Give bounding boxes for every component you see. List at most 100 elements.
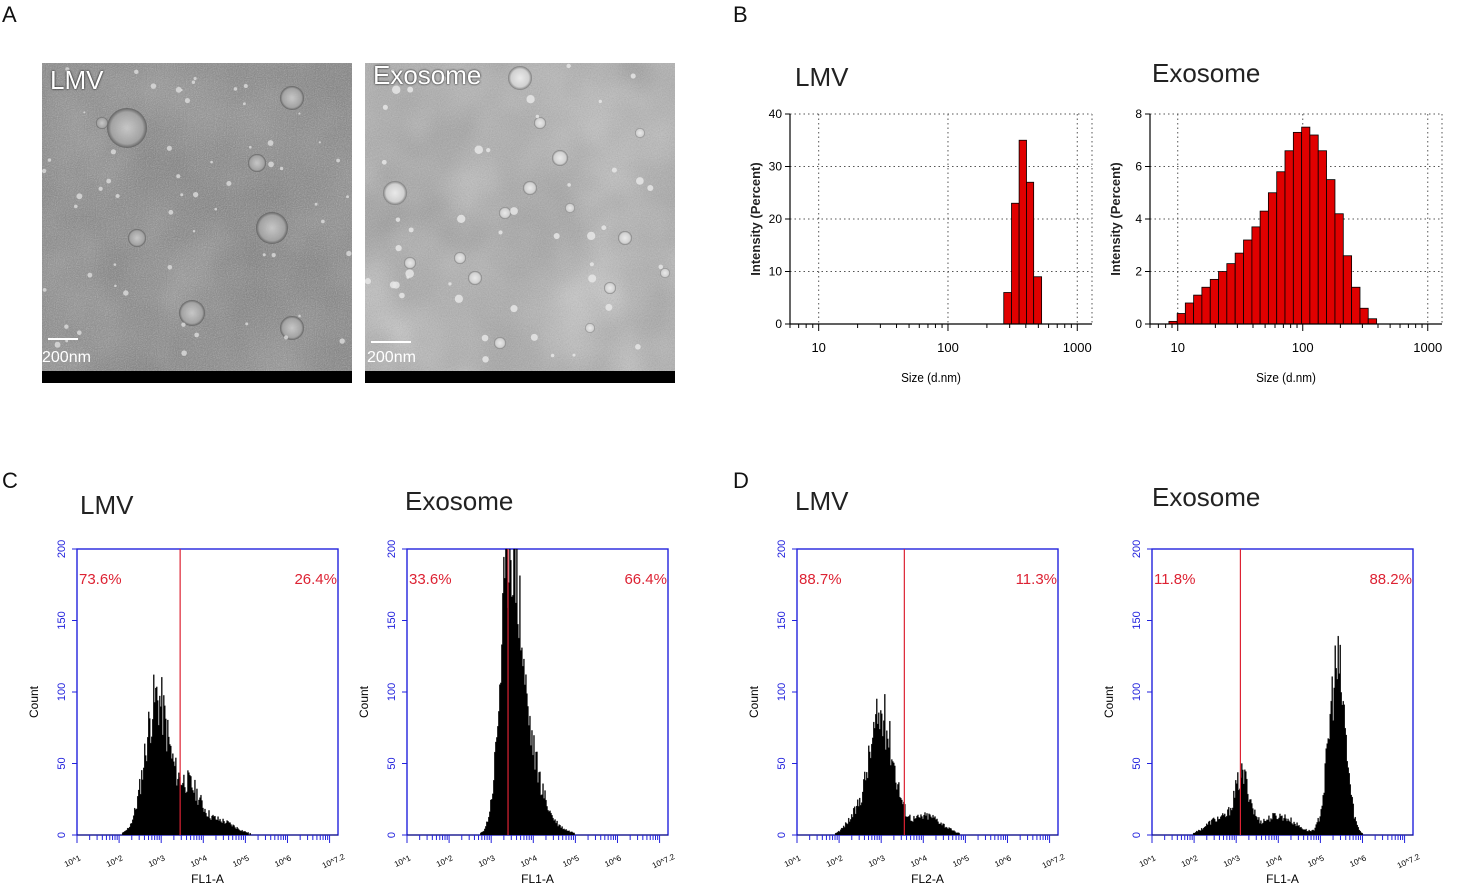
flow-c-lmv-x-tick-label-group: 10^2 bbox=[105, 853, 125, 869]
vesicle bbox=[468, 271, 482, 285]
particle bbox=[242, 102, 246, 106]
dls-lmv-y-tick-label: 20 bbox=[769, 212, 783, 226]
dls-exosome-y-tick-label: 2 bbox=[1135, 265, 1142, 279]
vesicle bbox=[179, 300, 205, 326]
dls-lmv-bar bbox=[1033, 276, 1043, 325]
flow-d-lmv-x-tick-label-group: 10^3 bbox=[867, 853, 887, 869]
particle bbox=[192, 230, 196, 233]
dls-exosome-bar bbox=[1234, 252, 1244, 325]
scale-bar-exosome bbox=[371, 341, 411, 343]
dls-exosome-bar bbox=[1243, 239, 1253, 325]
dls-exosome-bar bbox=[1326, 179, 1336, 325]
flow-d-exosome-frame bbox=[1151, 548, 1414, 836]
particle bbox=[226, 181, 232, 187]
particle bbox=[191, 80, 196, 84]
flow-c-exosome-x-label: FL1-A bbox=[521, 872, 554, 885]
flow-d-lmv-frame bbox=[796, 548, 1059, 836]
particle bbox=[647, 184, 654, 192]
particle bbox=[587, 231, 596, 241]
dls-exosome-y-tick-label: 6 bbox=[1135, 160, 1142, 174]
particle bbox=[176, 174, 181, 179]
flow-c-lmv-right-percent: 26.4% bbox=[294, 571, 337, 588]
dls-lmv-x-tick-label: 10 bbox=[811, 340, 825, 355]
particle bbox=[399, 292, 405, 299]
dls-exosome-bar bbox=[1209, 278, 1219, 325]
particle bbox=[406, 275, 410, 279]
particle bbox=[588, 274, 597, 283]
chart-title-dls-exosome: Exosome bbox=[1152, 58, 1261, 88]
flow-c-exosome-x-tick-label-group: 10^4 bbox=[519, 853, 539, 869]
dls-exosome-bar bbox=[1276, 171, 1286, 325]
particle bbox=[65, 339, 69, 343]
particle bbox=[214, 207, 218, 211]
particle bbox=[64, 324, 69, 329]
flow-c-lmv-y-tick-label: 0 bbox=[56, 832, 68, 838]
particle bbox=[448, 282, 452, 286]
particle bbox=[658, 264, 664, 270]
particle bbox=[150, 83, 157, 89]
flow-c-lmv-x-tick-label-group: 10^4 bbox=[189, 853, 209, 869]
vesicle bbox=[107, 108, 147, 148]
panel-letter-a: A bbox=[2, 2, 17, 27]
particle bbox=[283, 335, 289, 340]
particle bbox=[598, 99, 602, 104]
flow-c-exosome-y-label: Count bbox=[357, 685, 371, 718]
flow-c-lmv-frame bbox=[76, 548, 339, 836]
flow-d-lmv-x-tick-label-group: 10^7.2 bbox=[1041, 852, 1067, 870]
dls-exosome-bar bbox=[1176, 313, 1186, 325]
particle bbox=[390, 69, 395, 74]
dls-lmv-bar bbox=[1011, 202, 1020, 325]
flow-c-lmv-histogram bbox=[77, 674, 338, 836]
particle bbox=[486, 147, 491, 153]
dls-exosome-y-tick-label: 8 bbox=[1135, 107, 1142, 121]
dls-exosome-bar bbox=[1226, 263, 1236, 325]
vesicle bbox=[248, 154, 266, 172]
vesicle bbox=[494, 337, 506, 349]
vesicle bbox=[565, 203, 575, 213]
flow-d-exosome-left-percent: 11.8% bbox=[1154, 571, 1195, 588]
flow-c-lmv-x-tick-label: 10^3 bbox=[147, 853, 167, 869]
flow-d-exosome-histogram bbox=[1152, 635, 1413, 836]
particle bbox=[510, 207, 518, 215]
flow-d-lmv-y-tick-label: 100 bbox=[776, 683, 788, 701]
flow-c-lmv-left-percent: 73.6% bbox=[79, 571, 122, 588]
flow-d-lmv-y-label: Count bbox=[747, 685, 761, 718]
particle bbox=[98, 186, 103, 191]
panel-letter-c: C bbox=[2, 468, 18, 493]
em-image-exosome: Exosome 200nm bbox=[365, 63, 675, 383]
dls-exosome-x-label: Size (d.nm) bbox=[1256, 370, 1316, 385]
particle bbox=[440, 75, 447, 82]
vesicle bbox=[256, 212, 288, 244]
dls-exosome-y-tick-label: 0 bbox=[1135, 317, 1142, 331]
particle bbox=[65, 67, 70, 72]
vesicle bbox=[552, 150, 568, 166]
chart-title-dls-lmv: LMV bbox=[795, 62, 849, 92]
flow-chart-c-exosome: 33.6% 66.4% 0 50 100 150 200 Count 10^1 10^2 10^3 1… bbox=[357, 540, 677, 885]
flow-d-exosome-x-tick-label-group: 10^3 bbox=[1222, 853, 1242, 869]
particle bbox=[407, 86, 414, 93]
particle bbox=[382, 104, 388, 110]
particle bbox=[636, 177, 644, 185]
flow-d-exosome-y-tick-label: 0 bbox=[1131, 832, 1143, 838]
dls-lmv-bar bbox=[1026, 181, 1035, 325]
flow-d-lmv-x-tick-label-group: 10^2 bbox=[825, 853, 845, 869]
flow-d-lmv-x-tick-label: 10^7.2 bbox=[1041, 852, 1067, 870]
particle bbox=[267, 140, 274, 146]
em-texture-exosome bbox=[365, 63, 675, 383]
dls-lmv-x-label: Size (d.nm) bbox=[901, 370, 961, 385]
flow-d-lmv-x-tick-label-group: 10^1 bbox=[783, 853, 803, 869]
flow-d-exosome-x-tick-label: 10^4 bbox=[1264, 853, 1284, 869]
particle bbox=[298, 112, 301, 115]
particle bbox=[408, 227, 414, 233]
flow-d-exosome-x-tick-label-group: 10^5 bbox=[1306, 853, 1326, 869]
flow-d-exosome-x-tick-label: 10^7.2 bbox=[1396, 852, 1422, 870]
flow-c-lmv-x-tick-label: 10^4 bbox=[189, 853, 209, 869]
flow-c-lmv-x-label: FL1-A bbox=[191, 872, 224, 885]
particle bbox=[298, 314, 301, 318]
particle bbox=[391, 85, 401, 95]
em-label-exosome: Exosome bbox=[373, 63, 482, 90]
flow-c-lmv-x-tick-label: 10^6 bbox=[273, 853, 293, 869]
flow-c-exosome-left-percent: 33.6% bbox=[409, 571, 452, 588]
flow-d-lmv-x-tick-label-group: 10^4 bbox=[909, 853, 929, 869]
dls-lmv-y-tick-label: 30 bbox=[769, 160, 783, 174]
